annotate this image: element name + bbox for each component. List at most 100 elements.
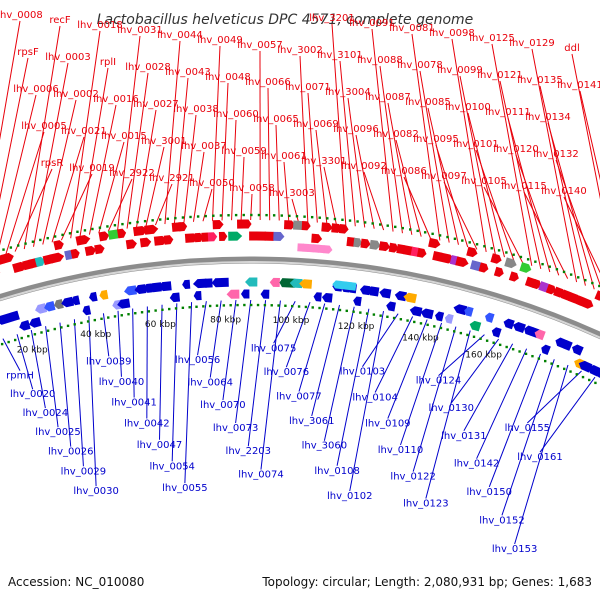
inner-tick-dot <box>446 328 449 331</box>
forward-leader-line <box>0 57 29 201</box>
reverse-leader-line <box>450 338 500 404</box>
forward-leader-line <box>23 25 61 250</box>
forward-leader-line <box>14 168 53 252</box>
reverse-gene-label: lhv_0077 <box>276 391 321 402</box>
reverse-gene <box>587 364 600 377</box>
genome-summary-text: Topology: circular; Length: 2,080,931 bp… <box>261 575 592 589</box>
reverse-gene <box>512 321 526 334</box>
inner-tick-dot <box>453 330 456 333</box>
inner-tick-dot <box>563 367 566 371</box>
kbp-tick-label: 120 kbp <box>338 322 375 332</box>
reverse-leader-line <box>412 326 457 472</box>
forward-gene <box>117 228 127 239</box>
forward-gene-label: lhv_3301 <box>301 156 346 167</box>
outer-tick-dot <box>562 270 566 274</box>
reverse-gene-label: lhv_0150 <box>467 487 512 498</box>
forward-gene <box>178 221 188 232</box>
reverse-gene-label: lhv_0161 <box>517 452 562 463</box>
outer-tick-dot <box>280 214 283 217</box>
forward-gene-label: lhv_0088 <box>357 55 402 66</box>
reverse-gene <box>182 279 191 290</box>
forward-gene-label: lhv_0100 <box>445 102 490 113</box>
inner-tick-dot <box>345 309 348 313</box>
reverse-gene-label: lhv_0122 <box>390 472 435 483</box>
forward-gene-label: lhv_3003 <box>269 188 314 199</box>
reverse-gene-label: lhv_0024 <box>23 408 68 419</box>
forward-leader-line <box>212 45 221 221</box>
inner-tick-dot <box>511 348 515 351</box>
forward-gene-label: lhv_0092 <box>341 161 386 172</box>
outer-tick-dot <box>379 223 382 226</box>
kbp-tick-label: 80 kbp <box>210 315 241 325</box>
forward-gene-label: lhv_0021 <box>61 126 106 137</box>
inner-tick-dot <box>161 308 164 311</box>
outer-tick-dot <box>113 224 117 227</box>
forward-gene <box>212 220 224 230</box>
reverse-gene <box>485 312 495 323</box>
reverse-gene <box>193 290 202 301</box>
reverse-gene-label: lhv_0110 <box>378 445 423 456</box>
outer-tick-dot <box>333 217 337 221</box>
reverse-gene-label: lhv_0042 <box>124 419 169 430</box>
outer-tick-dot <box>348 219 352 222</box>
forward-gene-label: lhv_0097 <box>421 171 466 182</box>
forward-leader-line <box>126 72 149 229</box>
forward-leader-line <box>355 134 375 229</box>
forward-leader-line <box>491 43 533 266</box>
forward-leader-line <box>33 62 69 247</box>
reverse-gene <box>226 289 240 299</box>
outer-tick-dot <box>318 216 321 219</box>
forward-gene <box>301 221 311 231</box>
inner-tick-dot <box>195 305 198 308</box>
outer-tick-dot <box>453 237 457 240</box>
forward-gene-label: lhv_0065 <box>253 114 298 125</box>
outer-tick-dot <box>569 273 573 276</box>
outer-tick-dot <box>128 221 132 225</box>
rna-gene <box>323 245 333 254</box>
reverse-leader-line <box>463 343 514 432</box>
reverse-gene-label: lhv_0155 <box>505 423 550 434</box>
forward-leader-line <box>0 20 21 141</box>
forward-leader-line <box>291 198 299 222</box>
reverse-gene-label: lhv_0041 <box>111 398 156 409</box>
reverse-gene-label: lhv_0123 <box>403 499 448 510</box>
outer-tick-dot <box>121 222 124 226</box>
reverse-gene <box>469 320 482 332</box>
reverse-gene <box>201 278 213 288</box>
outer-tick-dot <box>189 215 192 219</box>
forward-gene-label: lhv_0028 <box>125 62 170 73</box>
reverse-gene <box>82 305 92 316</box>
kbp-tick-label: 20 kbp <box>17 346 48 356</box>
forward-gene-label: lhv_0085 <box>405 97 450 108</box>
reverse-gene <box>572 344 584 356</box>
reverse-leader-line <box>184 302 193 484</box>
inner-tick-dot <box>154 309 157 312</box>
forward-leader-line <box>154 183 173 226</box>
forward-gene <box>594 290 600 301</box>
inner-tick-dot <box>472 335 476 338</box>
inner-tick-dot <box>134 312 137 315</box>
outer-tick-dot <box>497 249 501 252</box>
reverse-leader-line <box>400 322 443 446</box>
reverse-leader-line <box>197 301 207 356</box>
forward-gene-label: lhv_0141 <box>557 80 600 91</box>
forward-gene <box>388 242 399 253</box>
reverse-leader-line <box>336 308 370 466</box>
forward-leader-line <box>515 154 560 276</box>
inner-tick-dot <box>365 312 369 315</box>
forward-gene <box>125 239 137 250</box>
outer-tick-dot <box>98 226 102 229</box>
forward-gene <box>531 278 542 290</box>
forward-gene <box>490 253 502 264</box>
forward-gene-label: lhv_0031 <box>117 25 162 36</box>
reverse-gene <box>117 298 131 309</box>
outer-tick-dot <box>204 214 207 218</box>
forward-gene-label: lhv_0069 <box>293 119 338 130</box>
reverse-gene <box>359 285 371 296</box>
reverse-gene-label: lhv_0064 <box>188 378 233 389</box>
reverse-leader-line <box>501 359 555 516</box>
forward-gene-label: lhv_0115 <box>501 181 546 192</box>
outer-tick-dot <box>31 240 35 243</box>
inner-tick-dot <box>174 307 178 310</box>
